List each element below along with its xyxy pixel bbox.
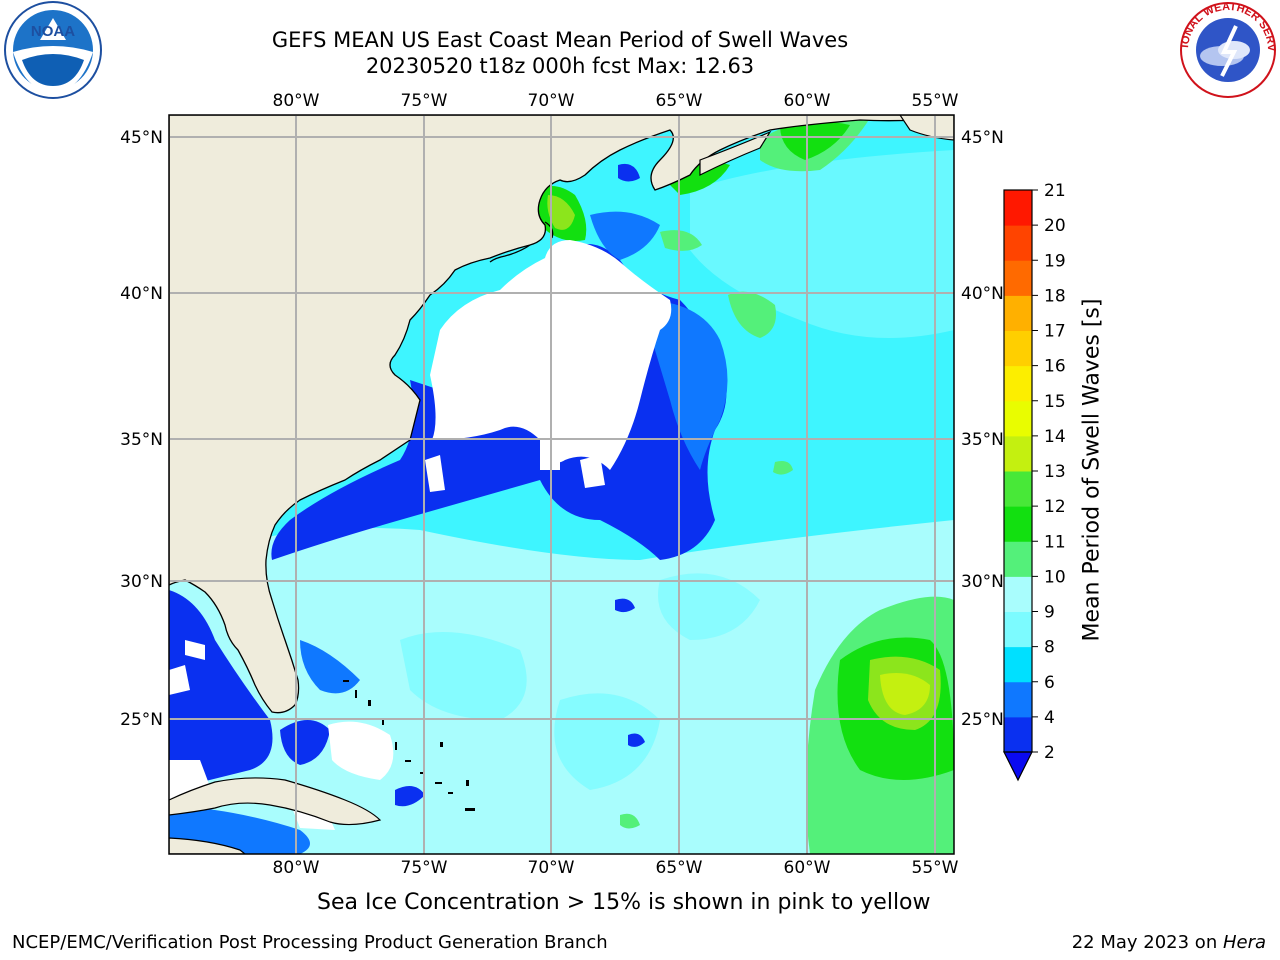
footer-date: 22 May 2023 on Hera xyxy=(1072,932,1266,953)
lat-tick-labels-left: 45°N 40°N 35°N 30°N 25°N xyxy=(120,128,163,730)
lon-tick-label: 70°W xyxy=(528,91,575,111)
colorbar-tick-label: 2 xyxy=(1044,743,1055,763)
colorbar-tick-label: 12 xyxy=(1044,497,1066,517)
colorbar-tick-label: 16 xyxy=(1044,357,1066,377)
lat-tick-label: 25°N xyxy=(120,710,163,730)
map-gridlines xyxy=(169,115,954,854)
colorbar-tick-label: 10 xyxy=(1044,567,1066,587)
lat-tick-label: 35°N xyxy=(961,430,1004,450)
lon-tick-label: 60°W xyxy=(784,91,831,111)
colorbar-swatch xyxy=(1004,435,1032,472)
colorbar-swatch xyxy=(1004,190,1032,226)
lon-tick-label: 80°W xyxy=(273,858,320,878)
map-area xyxy=(169,115,954,854)
colorbar-swatch xyxy=(1004,646,1032,683)
lon-tick-labels-bottom: 80°W 75°W 70°W 65°W 60°W 55°W xyxy=(273,858,959,878)
lat-tick-label: 45°N xyxy=(961,128,1004,148)
colorbar-swatch xyxy=(1004,225,1032,261)
colorbar-swatch xyxy=(1004,541,1032,577)
lon-tick-label: 65°W xyxy=(656,91,703,111)
colorbar-tick-label: 17 xyxy=(1044,322,1066,342)
bahamas-islands xyxy=(343,680,475,811)
colorbar-tick-label: 8 xyxy=(1044,638,1055,658)
north-america-land xyxy=(169,115,954,714)
colorbar-swatch xyxy=(1004,295,1032,331)
map-title: GEFS MEAN US East Coast Mean Period of S… xyxy=(271,28,849,52)
colorbar-label: Mean Period of Swell Waves [s] xyxy=(1079,298,1105,642)
colorbar-tick-label: 15 xyxy=(1044,392,1066,412)
colorbar-tick-label: 14 xyxy=(1044,427,1066,447)
colorbar-swatch xyxy=(1004,506,1032,542)
colorbar-swatch xyxy=(1004,576,1032,612)
map-frame xyxy=(168,114,955,855)
noaa-logo-text: NOAA xyxy=(31,23,75,40)
national-weather-service-logo: NATIONAL WEATHER SERVICE xyxy=(1172,0,1280,100)
colorbar-swatch xyxy=(1004,400,1032,437)
footer-date-text: 22 May 2023 on xyxy=(1071,932,1223,953)
lat-tick-label: 25°N xyxy=(961,710,1004,730)
lat-tick-label: 30°N xyxy=(961,572,1004,592)
lon-tick-label: 75°W xyxy=(401,858,448,878)
lon-tick-label: 55°W xyxy=(912,91,959,111)
lat-tick-label: 35°N xyxy=(120,430,163,450)
map-subtitle: 20230520 t18z 000h fcst Max: 12.63 xyxy=(365,54,755,78)
colorbar-swatch xyxy=(1004,330,1032,367)
lon-tick-label: 60°W xyxy=(784,858,831,878)
lon-tick-label: 65°W xyxy=(656,858,703,878)
footer-system-name: Hera xyxy=(1222,932,1266,953)
footer-credit: NCEP/EMC/Verification Post Processing Pr… xyxy=(12,932,608,953)
colorbar-tick-label: 13 xyxy=(1044,462,1066,482)
lat-tick-label: 45°N xyxy=(120,128,163,148)
colorbar-tick-label: 18 xyxy=(1044,286,1066,306)
colorbar-tick-label: 11 xyxy=(1044,532,1066,552)
colorbar-swatch xyxy=(1004,611,1032,648)
colorbar-tick-label: 19 xyxy=(1044,251,1066,271)
noaa-logo: NOAA xyxy=(0,0,106,100)
lon-tick-label: 80°W xyxy=(273,91,320,111)
colorbar-tick-label: 20 xyxy=(1044,216,1066,236)
colorbar-swatch xyxy=(1004,365,1032,402)
lon-tick-label: 75°W xyxy=(401,91,448,111)
colorbar-swatch xyxy=(1004,716,1032,753)
colorbar-tick-label: 21 xyxy=(1044,181,1066,201)
lon-tick-label: 55°W xyxy=(912,858,959,878)
colorbar-swatch xyxy=(1004,260,1032,296)
colorbar-swatch xyxy=(1004,471,1032,507)
lat-tick-label: 40°N xyxy=(120,284,163,304)
lon-tick-label: 70°W xyxy=(528,858,575,878)
lon-tick-labels-top: 80°W 75°W 70°W 65°W 60°W 55°W xyxy=(273,91,959,111)
cuba-land xyxy=(169,777,382,826)
colorbar: 2 4 6 8 9 10 11 12 13 14 15 16 17 18 19 20 21 xyxy=(1003,181,1066,782)
lat-tick-label: 40°N xyxy=(961,284,1004,304)
lat-tick-labels-right: 45°N 40°N 35°N 30°N 25°N xyxy=(961,128,1004,730)
colorbar-swatch xyxy=(1004,681,1032,718)
colorbar-tick-label: 9 xyxy=(1044,603,1055,623)
sea-ice-note: Sea Ice Concentration > 15% is shown in … xyxy=(317,890,931,915)
colorbar-extend-min xyxy=(1003,751,1033,782)
colorbar-tick-label: 4 xyxy=(1044,708,1055,728)
colorbar-tick-label: 6 xyxy=(1044,673,1055,693)
lat-tick-label: 30°N xyxy=(120,572,163,592)
